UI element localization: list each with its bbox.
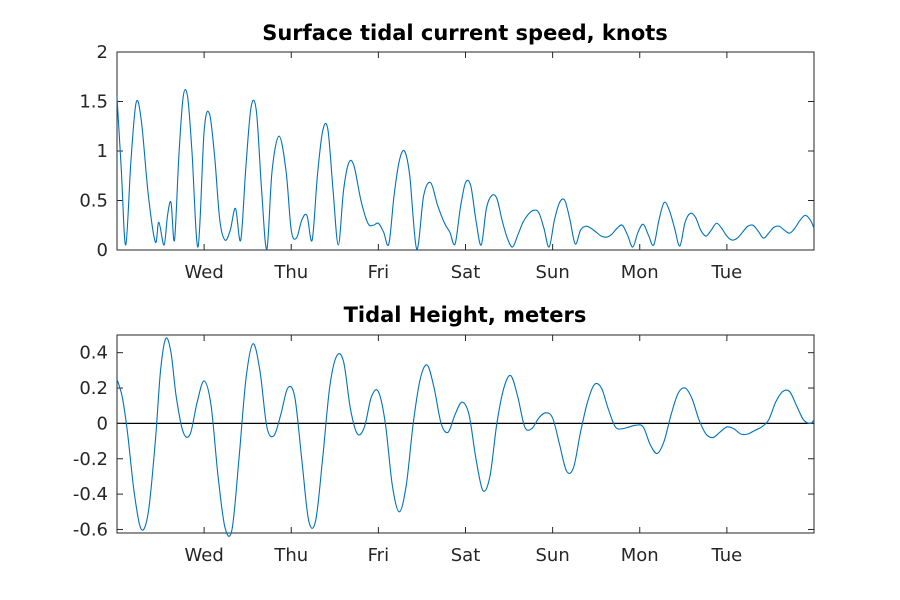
tidal-height-ytick-label: -0.4 bbox=[73, 484, 108, 505]
current-speed-ytick-label: 0.5 bbox=[79, 191, 108, 212]
tidal-height-chart: Tidal Height, meters -0.6 -0.4 -0.2 0 0.2 0.4… bbox=[73, 303, 815, 566]
tidal-height-xtick-label: Fri bbox=[368, 545, 389, 566]
tidal-height-xtick-label: Wed bbox=[185, 545, 224, 566]
tidal-height-ytick-label: 0.4 bbox=[79, 343, 108, 364]
tidal-height-ytick-label: 0 bbox=[97, 413, 108, 434]
tidal-height-xtick-label: Tue bbox=[711, 545, 743, 566]
current-speed-xtick-label: Fri bbox=[368, 262, 389, 283]
tidal-height-ticks: -0.6 -0.4 -0.2 0 0.2 0.4 Wed Thu Fri Sat Sun Mon Tue bbox=[73, 335, 814, 566]
tidal-height-xtick-label: Sun bbox=[536, 545, 570, 566]
current-speed-ytick-label: 1.5 bbox=[79, 92, 108, 113]
current-speed-ticks: 0 0.5 1 1.5 2 Wed Thu Fri Sat Sun Mon Tue bbox=[79, 42, 814, 283]
current-speed-xtick-label: Sat bbox=[451, 262, 481, 283]
tidal-height-ytick-label: -0.2 bbox=[73, 449, 108, 470]
current-speed-xtick-label: Mon bbox=[621, 262, 659, 283]
current-speed-title: Surface tidal current speed, knots bbox=[262, 21, 668, 45]
tidal-height-title: Tidal Height, meters bbox=[344, 303, 587, 327]
current-speed-axes bbox=[116, 51, 815, 251]
current-speed-xtick-label: Tue bbox=[711, 262, 743, 283]
current-speed-line bbox=[116, 88, 815, 250]
tidal-height-xtick-label: Thu bbox=[273, 545, 308, 566]
tidal-height-ytick-label: 0.2 bbox=[79, 378, 108, 399]
current-speed-chart: Surface tidal current speed, knots 0 0.5 1… bbox=[79, 21, 815, 283]
tidal-height-ytick-label: -0.6 bbox=[73, 519, 108, 540]
current-speed-xtick-label: Sun bbox=[536, 262, 570, 283]
current-speed-ytick-label: 2 bbox=[97, 42, 108, 63]
current-speed-xtick-label: Thu bbox=[273, 262, 308, 283]
tidal-height-line bbox=[116, 337, 815, 537]
current-speed-ytick-label: 1 bbox=[97, 141, 108, 162]
current-speed-xtick-label: Wed bbox=[185, 262, 224, 283]
tidal-height-xtick-label: Sat bbox=[451, 545, 481, 566]
tidal-height-xtick-label: Mon bbox=[621, 545, 659, 566]
current-speed-ytick-label: 0 bbox=[97, 240, 108, 261]
